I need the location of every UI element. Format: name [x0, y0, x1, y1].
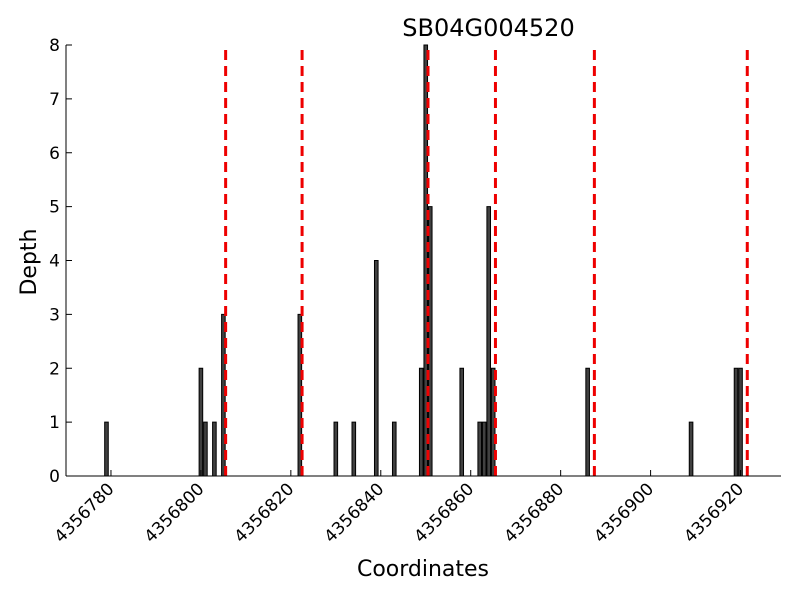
y-axis-label: Depth	[17, 228, 42, 295]
chart-title: SB04G004520	[402, 14, 574, 42]
x-axis-label: Coordinates	[357, 557, 489, 582]
bar	[688, 421, 694, 477]
x-tick-label: 4356880	[501, 479, 569, 547]
bar	[477, 421, 483, 477]
y-tick-label: 5	[49, 198, 60, 218]
y-tick-label: 2	[49, 359, 60, 379]
bar	[212, 421, 217, 477]
x-tick-label: 4356800	[141, 479, 209, 547]
x-tick-label: 4356780	[51, 479, 119, 547]
y-tick-label: 1	[49, 413, 60, 433]
bar	[738, 367, 743, 477]
x-tick-label: 4356840	[321, 479, 389, 547]
bar	[203, 421, 208, 477]
bar	[481, 421, 487, 477]
x-tick-label: 4356900	[590, 479, 658, 547]
x-tick-label: 4356860	[411, 479, 479, 547]
bar	[418, 367, 424, 477]
bar	[104, 421, 109, 477]
bar	[373, 260, 379, 477]
bar	[351, 421, 357, 477]
vlines-group	[224, 50, 749, 476]
x-tick-label: 4356920	[680, 479, 748, 547]
bar	[333, 421, 339, 477]
y-tick-label: 7	[49, 90, 60, 110]
y-tick-label: 3	[49, 305, 60, 325]
bar	[486, 206, 492, 477]
bars-group	[104, 44, 743, 477]
x-tick-label: 4356820	[231, 479, 299, 547]
y-tick-label: 8	[49, 36, 60, 56]
bar	[198, 367, 204, 477]
y-tick-label: 0	[49, 467, 60, 487]
bar	[585, 367, 590, 477]
bar	[459, 367, 465, 477]
y-tick-label: 4	[49, 252, 60, 272]
bar	[391, 421, 397, 477]
bar	[733, 367, 739, 477]
y-tick-label: 6	[49, 144, 60, 164]
